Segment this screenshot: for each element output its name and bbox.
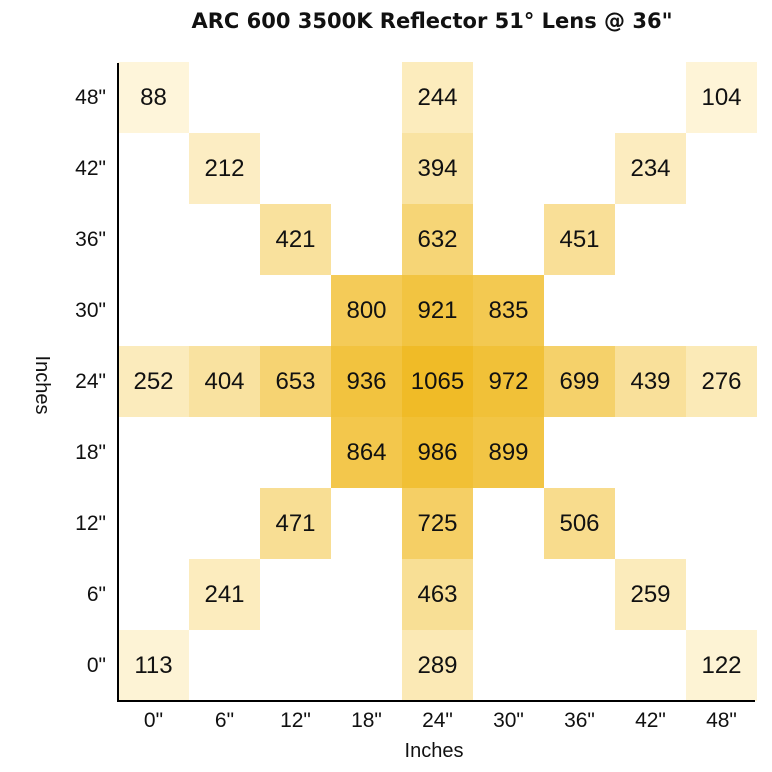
- heatmap-cell: [402, 204, 473, 275]
- heatmap-cell: [686, 346, 757, 417]
- heatmap-cell: [402, 630, 473, 701]
- heatmap-cell: [686, 62, 757, 133]
- y-tick-label: 36": [75, 228, 106, 251]
- cell-value-label: 212: [204, 155, 244, 182]
- cell-value-label: 471: [275, 510, 315, 537]
- cell-value-label: 88: [140, 84, 167, 111]
- y-tick-label: 18": [75, 441, 106, 464]
- x-tick-label: 42": [635, 709, 666, 732]
- heatmap-cell: [118, 630, 189, 701]
- cell-value-label: 972: [488, 368, 528, 395]
- cell-value-label: 404: [204, 368, 244, 395]
- heatmap-cell: [615, 559, 686, 630]
- heatmap-cell: [189, 346, 260, 417]
- heatmap-cell: [402, 133, 473, 204]
- heatmap-cell: [331, 275, 402, 346]
- heatmap-cell: [331, 346, 402, 417]
- cell-value-label: 463: [417, 581, 457, 608]
- heatmap-cell: [189, 559, 260, 630]
- heatmap-cells: 88 244 104 212 394 234 421 632 451 800 921 835 252 40…: [118, 62, 757, 701]
- y-tick-label: 24": [75, 370, 106, 393]
- heatmap-cell: [615, 133, 686, 204]
- x-tick-labels: 0" 6" 12" 18" 24" 30" 36" 42" 48": [144, 709, 737, 732]
- cell-value-label: 899: [488, 439, 528, 466]
- y-tick-label: 48": [75, 86, 106, 109]
- heatmap-cell: [615, 346, 686, 417]
- x-tick-label: 36": [564, 709, 595, 732]
- y-axis-label: Inches: [31, 356, 53, 415]
- x-axis-label: Inches: [405, 740, 464, 762]
- cell-value-label: 936: [346, 368, 386, 395]
- cell-value-label: 699: [559, 368, 599, 395]
- x-tick-label: 18": [351, 709, 382, 732]
- heatmap-cell: [544, 488, 615, 559]
- cell-value-label: 439: [630, 368, 670, 395]
- heatmap-cell: [402, 488, 473, 559]
- heatmap-cell: [402, 559, 473, 630]
- cell-value-label: 653: [275, 368, 315, 395]
- x-tick-label: 0": [144, 709, 163, 732]
- heatmap-cell: [402, 417, 473, 488]
- chart-title: ARC 600 3500K Reflector 51° Lens @ 36": [191, 9, 672, 33]
- x-tick-label: 48": [706, 709, 737, 732]
- heatmap-cell: [118, 346, 189, 417]
- heatmap-cell: [189, 133, 260, 204]
- cell-value-label: 289: [417, 652, 457, 679]
- heatmap-cell: [402, 346, 473, 417]
- x-tick-label: 6": [215, 709, 234, 732]
- cell-value-label: 921: [417, 297, 457, 324]
- y-tick-label: 6": [87, 583, 106, 606]
- heatmap-cell: [260, 346, 331, 417]
- heatmap-cell: [331, 417, 402, 488]
- heatmap-cell: [260, 488, 331, 559]
- y-tick-label: 30": [75, 299, 106, 322]
- cell-value-label: 252: [133, 368, 173, 395]
- heatmap-cell: [473, 417, 544, 488]
- cell-value-label: 394: [417, 155, 457, 182]
- cell-value-label: 725: [417, 510, 457, 537]
- heatmap-cell: [473, 275, 544, 346]
- y-tick-label: 0": [87, 654, 106, 677]
- heatmap-cell: [544, 346, 615, 417]
- heatmap-cell: [544, 204, 615, 275]
- cell-value-label: 276: [701, 368, 741, 395]
- cell-value-label: 104: [701, 84, 741, 111]
- cell-value-label: 1065: [411, 368, 464, 395]
- x-tick-label: 12": [280, 709, 311, 732]
- cell-value-label: 864: [346, 439, 386, 466]
- cell-value-label: 234: [630, 155, 670, 182]
- cell-value-label: 451: [559, 226, 599, 253]
- cell-value-label: 421: [275, 226, 315, 253]
- cell-value-label: 244: [417, 84, 457, 111]
- cell-value-label: 113: [134, 652, 172, 679]
- y-tick-label: 12": [75, 512, 106, 535]
- cell-value-label: 259: [630, 581, 670, 608]
- cell-value-label: 986: [417, 439, 457, 466]
- y-tick-labels: 0" 6" 12" 18" 24" 30" 36" 42" 48": [75, 86, 106, 677]
- heatmap-cell: [686, 630, 757, 701]
- heatmap-cell: [260, 204, 331, 275]
- heatmap-cell: [473, 346, 544, 417]
- heatmap-cell: [118, 62, 189, 133]
- cell-value-label: 122: [701, 652, 741, 679]
- cell-value-label: 506: [559, 510, 599, 537]
- x-tick-label: 24": [422, 709, 453, 732]
- heatmap-cell: [402, 62, 473, 133]
- cell-value-label: 800: [346, 297, 386, 324]
- cell-value-label: 835: [488, 297, 528, 324]
- cell-value-label: 632: [417, 226, 457, 253]
- y-tick-label: 42": [75, 157, 106, 180]
- cell-value-label: 241: [204, 581, 244, 608]
- axes: [117, 63, 755, 702]
- x-tick-label: 30": [493, 709, 524, 732]
- heatmap-cell: [402, 275, 473, 346]
